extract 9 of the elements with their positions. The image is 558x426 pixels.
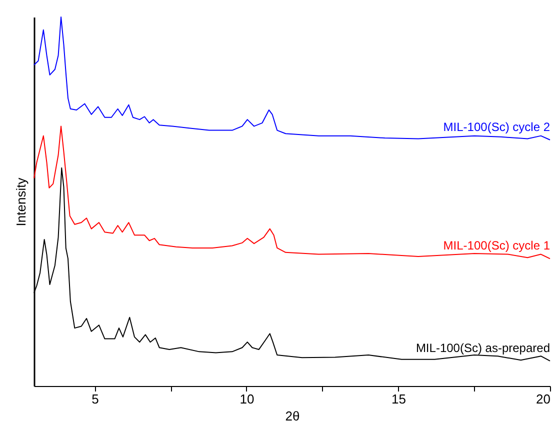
x-tick-label: 5 (92, 392, 99, 406)
series-label: MIL-100(Sc) cycle 1 (443, 238, 550, 253)
y-axis-title: Intensity (14, 177, 28, 226)
series-label: MIL-100(Sc) as-prepared (416, 340, 550, 355)
series-label: MIL-100(Sc) cycle 2 (443, 120, 550, 134)
x-tick-label: 15 (392, 392, 406, 406)
x-axis-title: 2θ (285, 408, 300, 424)
x-tick-label: 10 (240, 392, 254, 406)
x-tick-label: 20 (536, 392, 550, 406)
